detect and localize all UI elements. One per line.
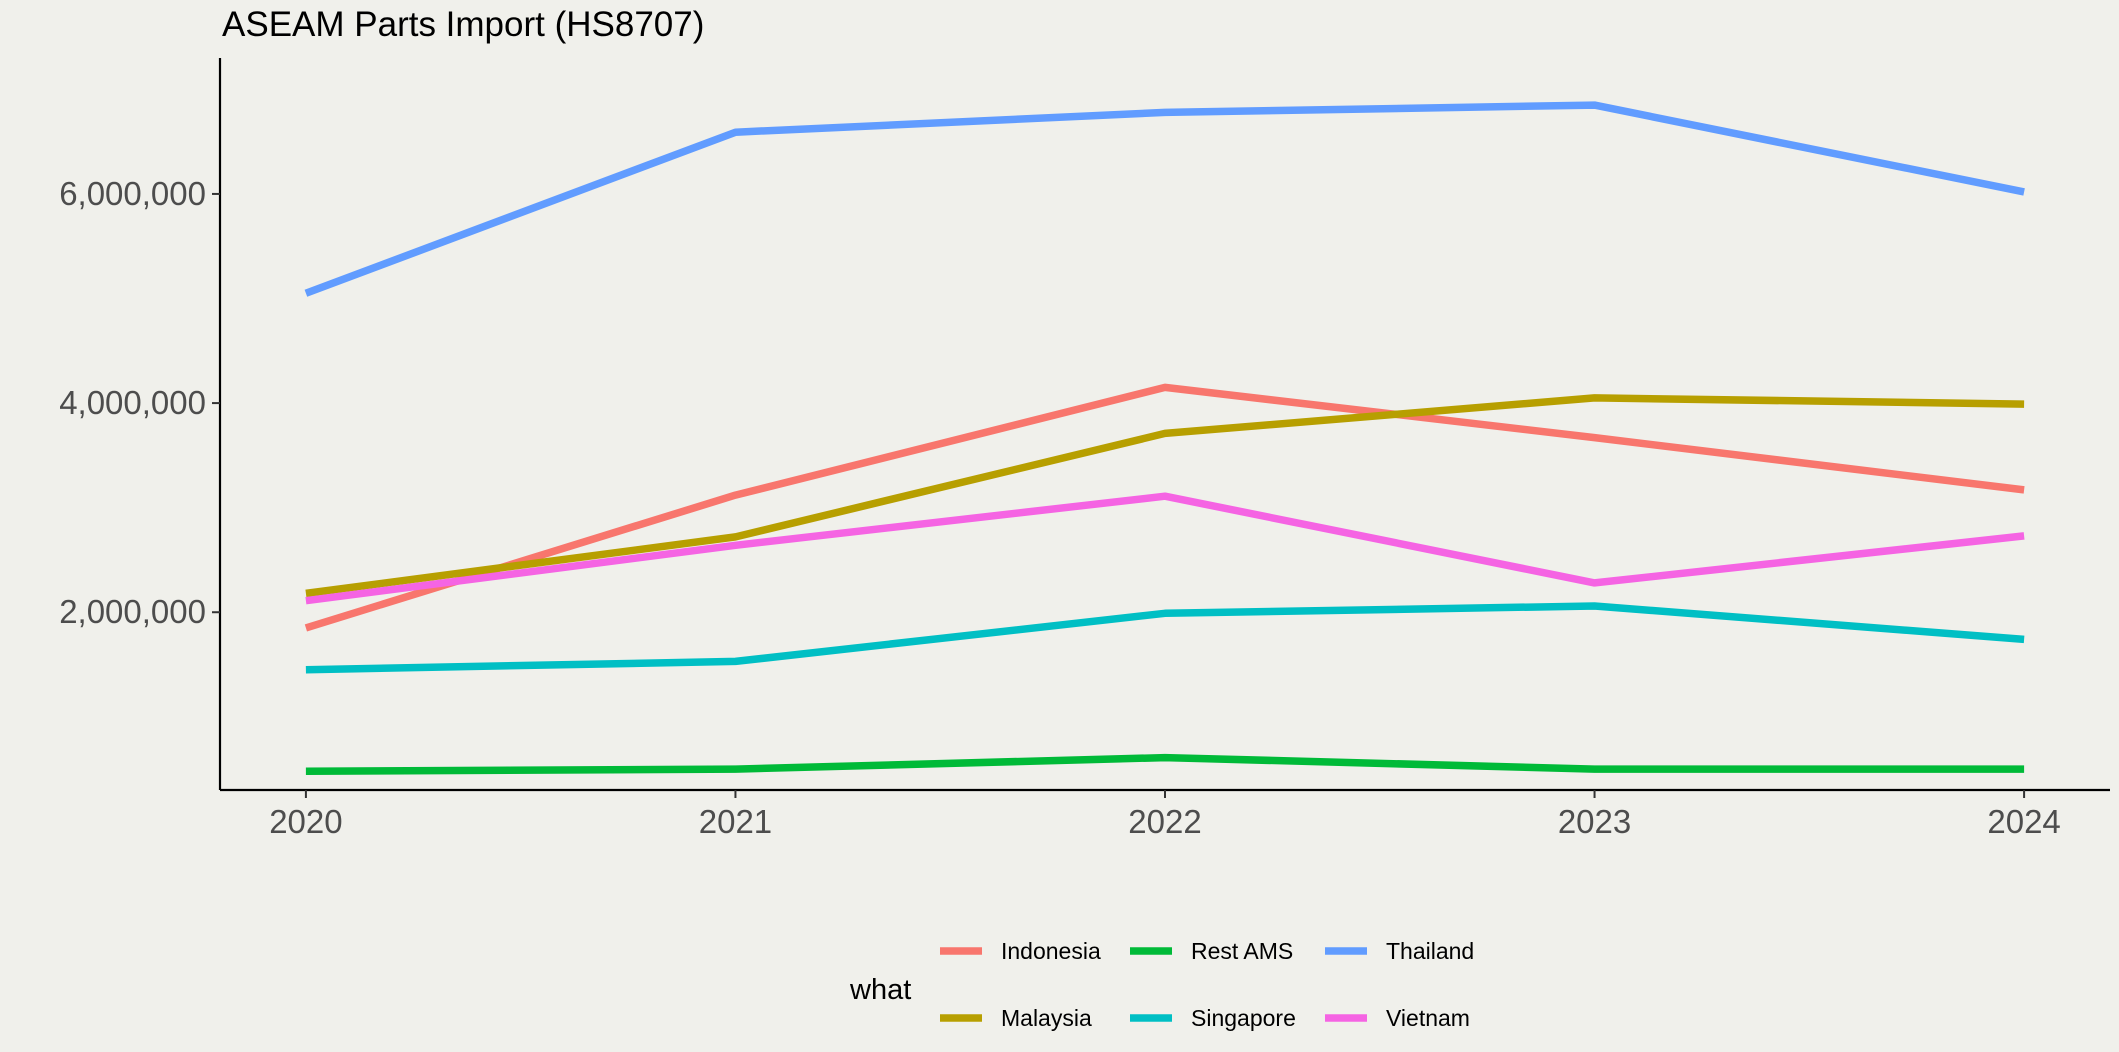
x-tick-label: 2021 [699,803,772,840]
legend-label: Rest AMS [1191,938,1293,964]
series-line-singapore [305,602,2025,674]
legend: what Indonesia Malaysia Rest AMS Singapore T… [849,938,1474,1031]
series-line-indonesia [304,383,2025,632]
legend-label: Indonesia [1001,938,1101,964]
x-tick-label: 2023 [1558,803,1631,840]
x-tick-label: 2024 [1987,803,2060,840]
series-line-malaysia [305,394,2025,598]
legend-title: what [849,974,911,1006]
legend-label: Thailand [1386,938,1474,964]
series-line-rest-ams [305,753,2025,775]
legend-label: Singapore [1191,1005,1296,1031]
y-tick-label: 4,000,000 [59,384,206,421]
series-line-thailand [304,101,2025,297]
y-tick-label: 6,000,000 [59,175,206,212]
series-line-vietnam [305,492,2025,605]
x-tick-label: 2020 [269,803,342,840]
chart-title: ASEAM Parts Import (HS8707) [222,5,704,44]
axes: 2,000,000 4,000,000 6,000,000 2020 2021 2022 2… [59,58,2110,840]
legend-label: Vietnam [1386,1005,1470,1031]
series-lines [304,101,2025,775]
x-tick-label: 2022 [1128,803,1201,840]
y-tick-label: 2,000,000 [59,593,206,630]
legend-label: Malaysia [1001,1005,1092,1031]
